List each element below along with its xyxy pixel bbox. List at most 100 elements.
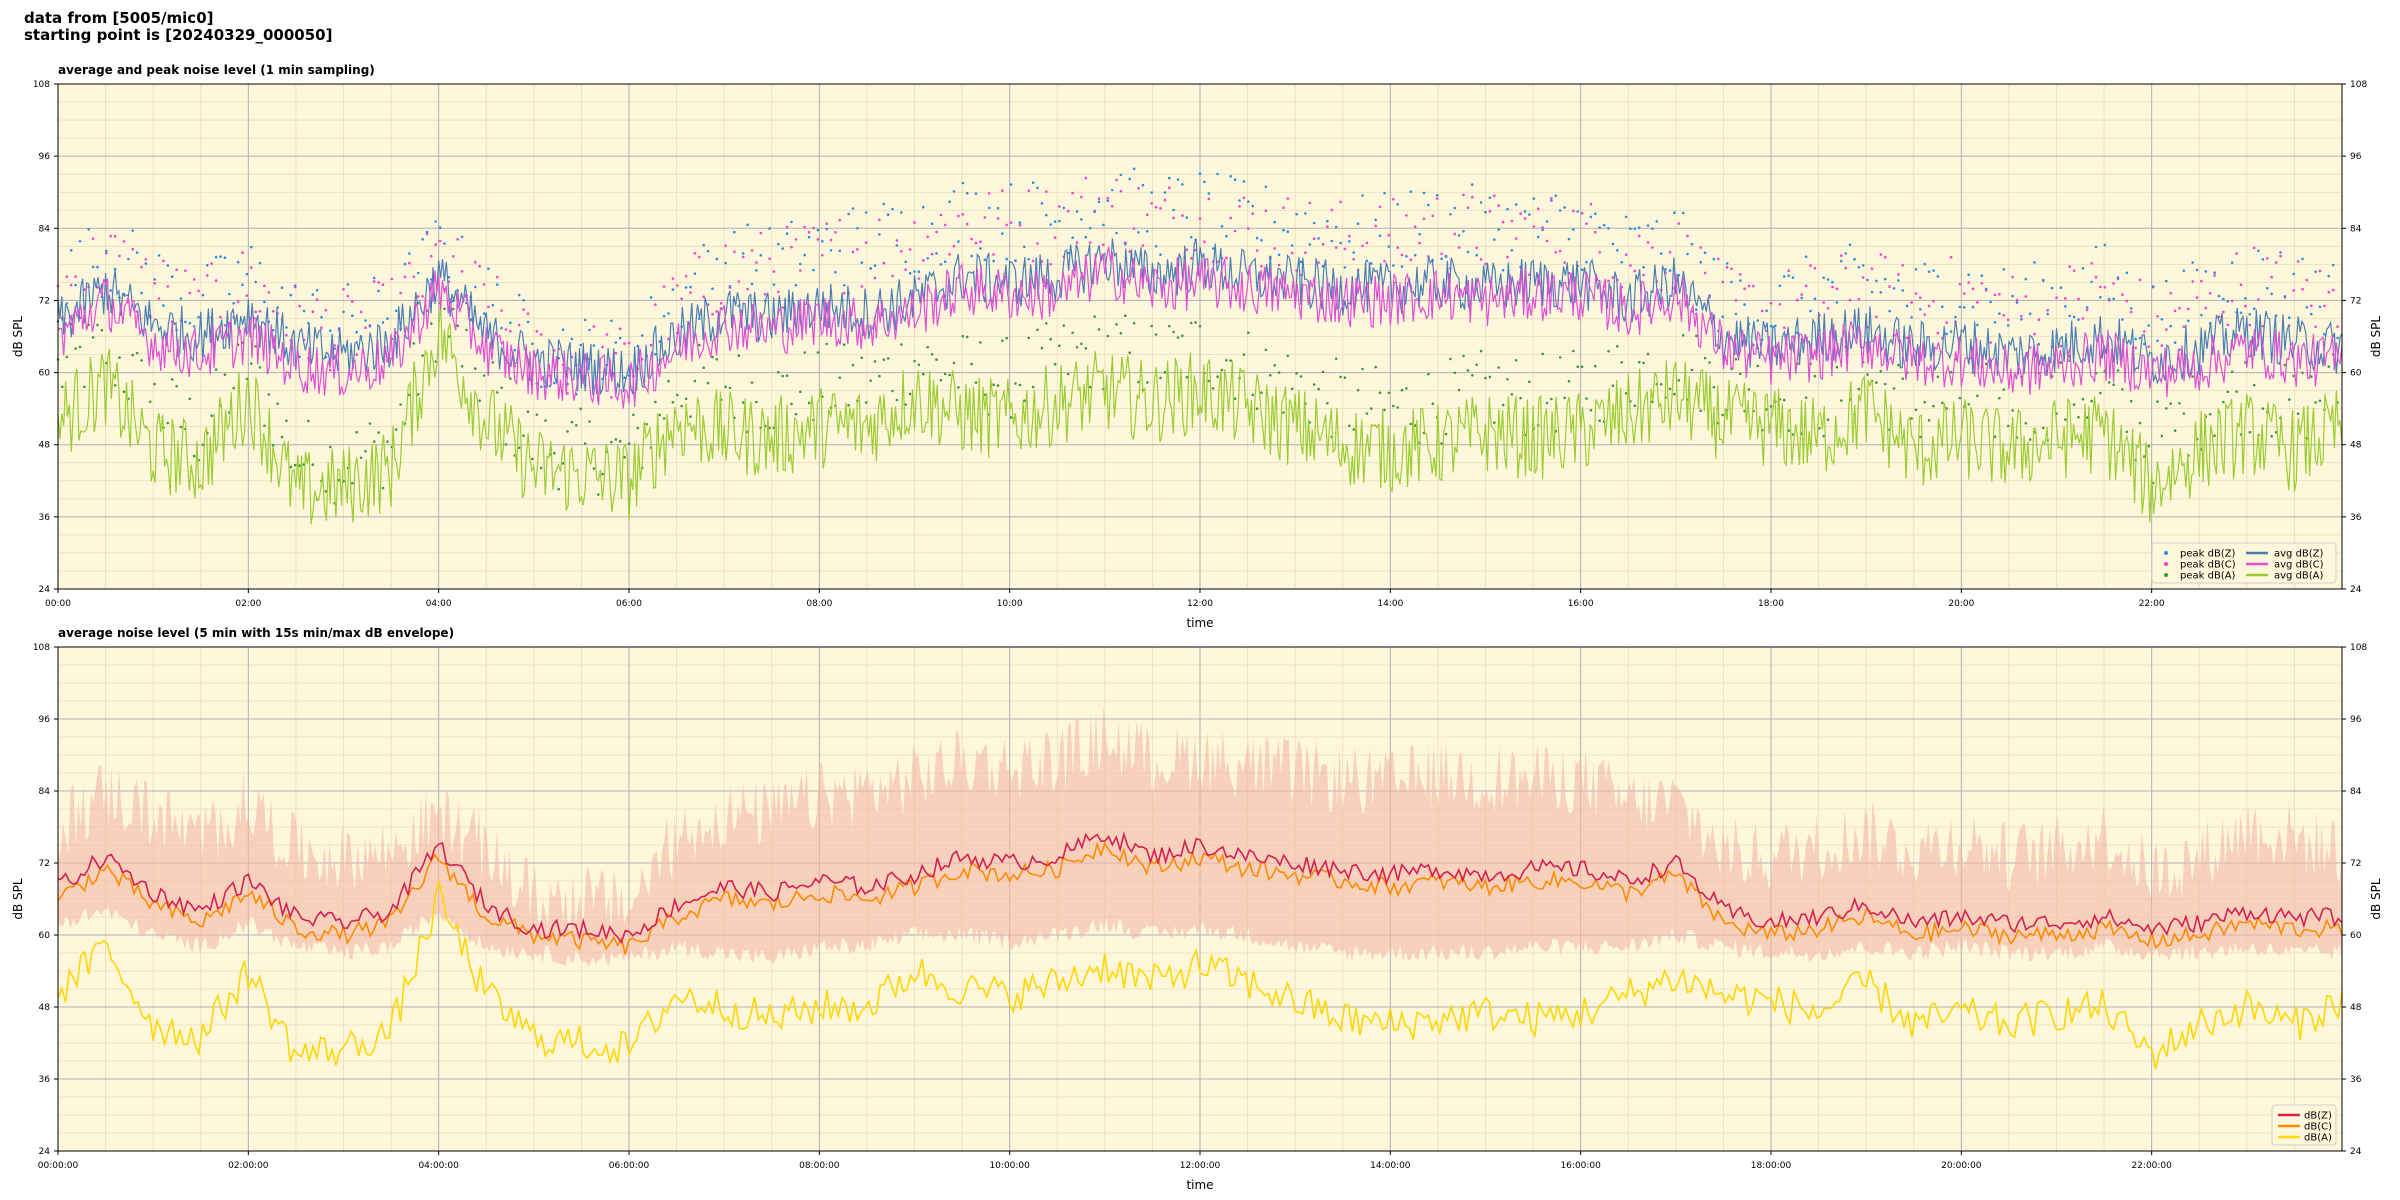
peak-point [873,276,877,280]
peak-point [1633,227,1637,231]
peak-point [1971,287,1975,291]
peak-point [1554,251,1558,254]
peak-point [1725,266,1729,269]
peak-point [140,291,143,295]
peak-point [2107,297,2111,301]
peak-point [662,285,666,288]
peak-point [267,291,271,294]
peak-point [1664,268,1667,271]
peak-point [829,249,833,252]
peak-point [474,260,477,264]
peak-point [1352,251,1355,254]
peak-point [597,493,600,496]
peak-point [1119,173,1123,177]
peak-point [1699,246,1702,249]
peak-point [267,393,271,396]
peak-point [799,269,802,272]
peak-point [1387,233,1391,237]
peak-point [640,334,644,337]
peak-point [83,385,86,389]
peak-point [1238,199,1241,202]
y-tick-label: 96 [39,152,51,162]
legend-label: peak dB(C) [2180,560,2236,571]
peak-point [711,355,714,359]
peak-point [2283,363,2287,367]
peak-point [364,319,367,322]
page-header: data from [5005/mic0] starting point is … [24,10,332,44]
peak-point [1840,399,1843,402]
peak-point [1159,253,1162,256]
peak-point [1392,198,1395,201]
peak-point [1255,407,1259,411]
peak-point [1563,206,1566,209]
peak-point [1488,375,1492,379]
peak-point [1633,269,1637,273]
legend-label: peak dB(A) [2180,571,2236,582]
peak-point [1471,374,1474,377]
peak-point [74,347,77,350]
peak-point [1932,269,1935,272]
peak-point [667,312,670,315]
peak-point [1787,274,1790,278]
peak-point [803,225,806,229]
peak-point [1387,245,1391,248]
y-tick-label-right: 108 [2350,80,2367,90]
peak-point [1475,253,1478,257]
peak-point [1396,203,1399,206]
peak-point [838,249,842,253]
peak-point [1488,196,1492,200]
peak-point [1005,257,1008,261]
peak-point [1910,301,1913,304]
peak-point [355,430,359,434]
peak-point [65,275,69,279]
peak-point [271,310,275,313]
peak-point [1093,315,1096,318]
peak-point [1506,378,1509,381]
peak-point [900,249,903,253]
envelope-area [58,705,2342,967]
peak-point [869,379,872,383]
peak-point [1405,254,1408,258]
peak-point [250,245,253,249]
legend-marker [2164,562,2168,566]
peak-point [698,317,701,321]
peak-point [851,250,855,254]
peak-point [188,322,192,325]
peak-point [91,336,95,339]
peak-point [1532,197,1536,200]
peak-point [2081,317,2085,320]
peak-point [1536,207,1540,210]
peak-point [2178,402,2181,405]
peak-point [1176,178,1180,181]
peak-point [1980,282,1984,285]
peak-point [509,330,512,333]
peak-point [1620,361,1623,364]
peak-point [1185,375,1189,379]
peak-point [2112,282,2115,285]
peak-point [500,386,503,390]
peak-point [1897,273,1900,276]
peak-point [1963,292,1966,295]
peak-point [170,275,174,279]
peak-point [1870,290,1874,294]
peak-point [148,400,152,404]
peak-point [2138,278,2142,282]
peak-point [2147,324,2150,327]
peak-point [755,261,758,264]
peak-point [1897,363,1900,367]
peak-point [957,214,960,218]
peak-point [1580,268,1584,272]
peak-point [2165,279,2168,283]
peak-point [2090,262,2093,265]
peak-point [719,302,723,305]
peak-point [1910,316,1913,319]
peak-point [1835,301,1839,304]
peak-point [1607,279,1610,283]
peak-point [1255,236,1259,240]
y-tick-label-right: 48 [2350,441,2362,451]
peak-point [522,434,525,438]
peak-point [1857,297,1861,301]
peak-point [882,261,886,265]
peak-point [838,376,842,380]
peak-point [1168,324,1171,328]
